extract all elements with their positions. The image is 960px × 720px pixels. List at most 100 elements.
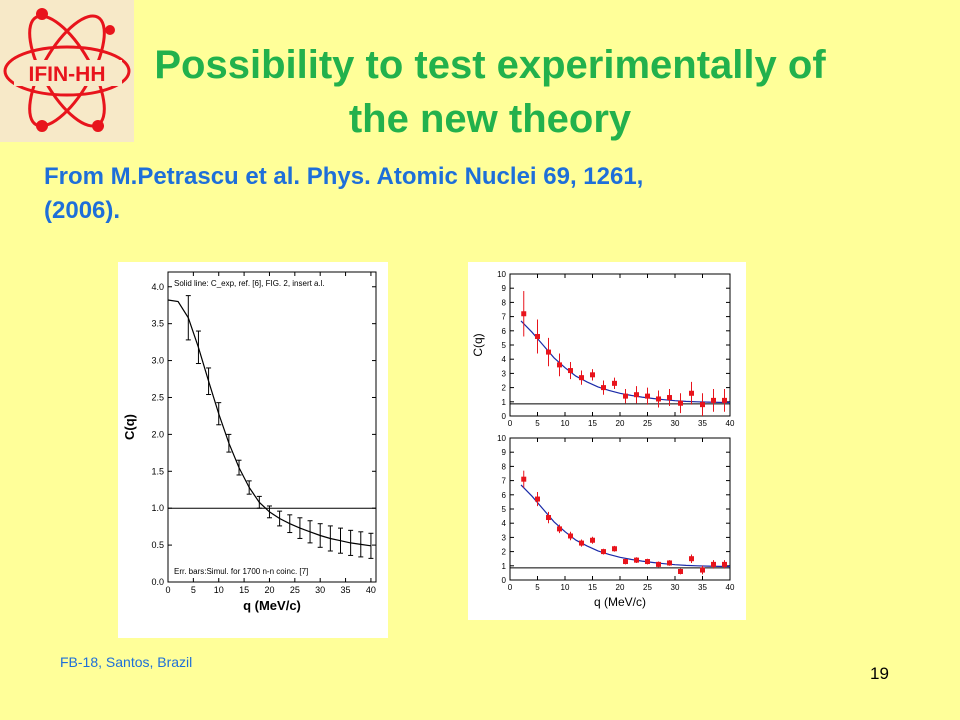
y-tick-label: 3 (502, 533, 507, 542)
data-point (579, 540, 584, 546)
slide-title-line-1: Possibility to test experimentally of (154, 43, 826, 87)
y-tick-label: 9 (502, 284, 507, 293)
data-point (689, 390, 694, 396)
x-tick-label: 40 (726, 419, 735, 428)
x-tick-label: 5 (535, 419, 540, 428)
y-tick-label: 1.5 (151, 466, 164, 476)
y-tick-label: 4 (502, 519, 507, 528)
data-point (722, 397, 727, 403)
data-point (678, 568, 683, 574)
annotation-bottom: Err. bars:Simul. for 1700 n-n coinc. [7] (174, 567, 308, 576)
y-tick-label: 4.0 (151, 282, 164, 292)
x-axis-label: q (MeV/c) (594, 595, 646, 609)
left-chart-group: 0.0 0.5 1.0 1.5 2.0 2.5 3.0 3.5 4.0 0 5 10 15 20 25 30 3… (122, 271, 377, 613)
x-tick-label: 25 (290, 585, 300, 595)
x-tick-label: 0 (508, 419, 513, 428)
chart-left: 0.0 0.5 1.0 1.5 2.0 2.5 3.0 3.5 4.0 0 5 10 15 20 25 30 3… (118, 262, 388, 638)
logo-text: IFIN-HH (29, 63, 106, 86)
data-point (700, 402, 705, 408)
x-tick-label: 20 (264, 585, 274, 595)
y-tick-label: 2.5 (151, 392, 164, 402)
data-point (568, 368, 573, 374)
data-point (535, 333, 540, 339)
footer-conference: FB-18, Santos, Brazil (60, 654, 193, 670)
data-point (601, 385, 606, 391)
right-top-chart-group: 0 1 2 3 4 5 6 7 8 9 10 0 5 10 15 20 25 30 35 40 C(q) (471, 270, 735, 428)
y-tick-label: 2 (502, 384, 507, 393)
data-point (722, 561, 727, 567)
y-tick-label: 3.0 (151, 356, 164, 366)
x-tick-label: 5 (191, 585, 196, 595)
data-point (521, 476, 527, 482)
x-tick-label: 30 (671, 419, 680, 428)
data-point (689, 556, 694, 562)
data-point (579, 375, 584, 381)
citation-line-1: From M.Petrascu et al. Phys. Atomic Nucl… (44, 163, 644, 190)
x-tick-label: 15 (239, 585, 249, 595)
x-tick-label: 10 (561, 419, 570, 428)
x-tick-label: 30 (315, 585, 325, 595)
y-tick-label: 10 (497, 270, 506, 279)
data-point (667, 395, 672, 401)
y-axis-label: C(q) (471, 333, 485, 356)
plot-frame (167, 271, 377, 583)
y-tick-label: 2 (502, 548, 507, 557)
data-point (678, 400, 683, 406)
x-tick-label: 0 (165, 585, 170, 595)
x-tick-label: 15 (588, 583, 597, 592)
y-tick-label: 0 (502, 576, 507, 585)
x-tick-label: 25 (643, 419, 652, 428)
x-tick-label: 10 (214, 585, 224, 595)
y-tick-label: 7 (502, 313, 507, 322)
citation-text: From M.Petrascu et al. Phys. Atomic Nucl… (44, 160, 924, 228)
data-point (645, 393, 650, 399)
data-point (557, 526, 562, 532)
x-tick-label: 35 (698, 583, 707, 592)
y-tick-label: 0 (502, 412, 507, 421)
data-point (700, 567, 705, 573)
data-point (546, 349, 551, 355)
x-tick-label: 20 (616, 583, 625, 592)
y-tick-label: 2.0 (151, 429, 164, 439)
data-point (612, 546, 617, 552)
data-point (656, 396, 661, 402)
data-point (568, 533, 573, 539)
y-tick-label: 8 (502, 298, 507, 307)
y-tick-label: 7 (502, 477, 507, 486)
data-point (645, 559, 650, 565)
data-point (601, 549, 606, 555)
data-point (711, 397, 716, 403)
page-number: 19 (870, 664, 889, 683)
x-tick-label: 10 (561, 583, 570, 592)
data-point (711, 561, 716, 567)
y-tick-label: 6 (502, 491, 507, 500)
x-tick-label: 25 (643, 583, 652, 592)
x-tick-label: 5 (535, 583, 540, 592)
x-tick-label: 20 (616, 419, 625, 428)
x-tick-label: 15 (588, 419, 597, 428)
y-tick-label: 6 (502, 327, 507, 336)
x-tick-label: 40 (366, 585, 376, 595)
citation-line-2: (2006). (44, 197, 121, 224)
fit-curve (520, 484, 731, 568)
data-point (557, 362, 562, 368)
y-tick-label: 4 (502, 355, 507, 364)
data-point (623, 393, 628, 399)
right-bottom-chart-group: 0 1 2 3 4 5 6 7 8 9 10 0 5 10 15 20 25 30 35 40 q (MeV/c) (497, 434, 735, 609)
x-tick-label: 35 (698, 419, 707, 428)
y-tick-label: 3 (502, 369, 507, 378)
y-tick-label: 0.0 (151, 577, 164, 587)
y-tick-label: 10 (497, 434, 506, 443)
x-tick-label: 30 (671, 583, 680, 592)
y-tick-label: 1.0 (151, 503, 164, 513)
slide-title: Possibility to test experimentally of th… (60, 38, 920, 146)
data-point (667, 560, 672, 566)
x-tick-label: 0 (508, 583, 513, 592)
data-point (590, 537, 595, 543)
data-point (535, 496, 540, 502)
data-point (612, 380, 617, 386)
data-point (623, 559, 628, 565)
annotation-top: Solid line: C_exp, ref. [6], FIG. 2, ins… (174, 279, 325, 288)
y-tick-label: 1 (502, 562, 507, 571)
